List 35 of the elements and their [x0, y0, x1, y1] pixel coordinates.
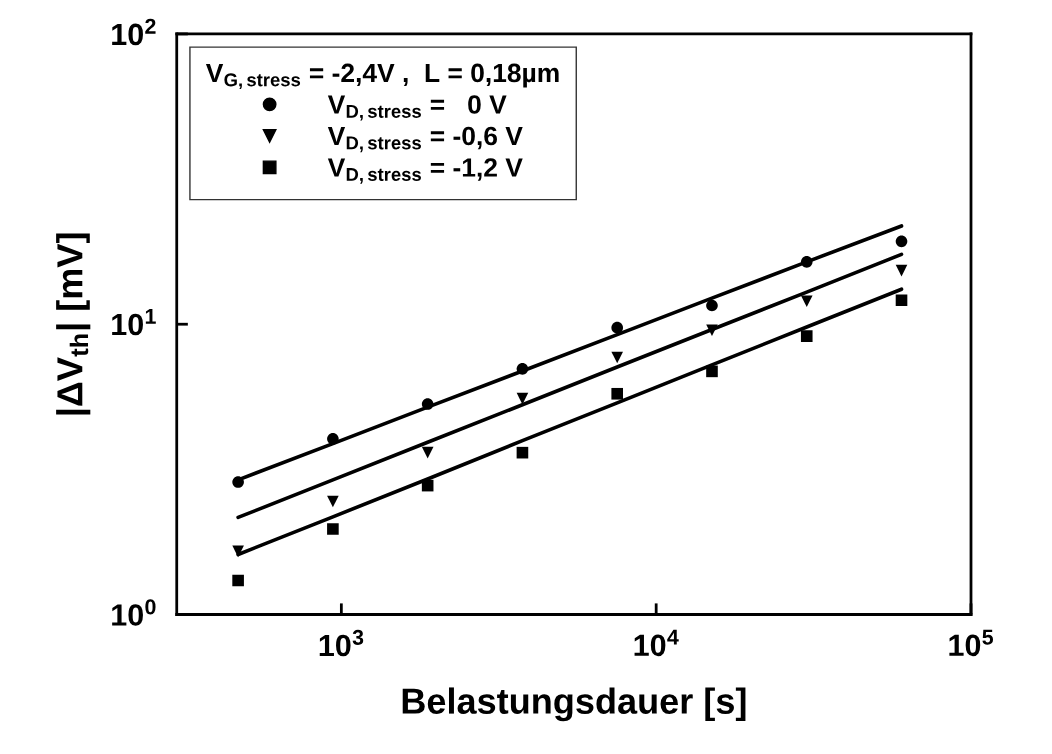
legend-label: V$_{D,stress}$ = -0,6 V: [327, 126, 523, 153]
point: [611, 321, 624, 334]
point: [327, 432, 339, 445]
line-series: [236, 252, 904, 520]
point: [800, 256, 813, 268]
legend-label: V$_{D,stress}$ = 0 V: [327, 95, 507, 121]
point: [421, 398, 434, 410]
point: [800, 330, 813, 342]
legend-label: V$_{D,stress}$ = -1,2 V: [327, 158, 523, 184]
x-tick-label: 10$^{5}$: [949, 629, 994, 657]
point: [327, 523, 339, 535]
point: [421, 479, 434, 492]
y-tick-label: 10$^{1}$: [112, 309, 156, 336]
point: [895, 294, 908, 306]
point: [327, 495, 339, 508]
y-tick-label: 10$^{2}$: [112, 18, 156, 46]
point: [516, 363, 529, 375]
point: [611, 387, 624, 400]
point: [895, 235, 908, 248]
y-axis-title: |ΔV$_{th}$| [mV]: [56, 233, 91, 415]
x-tick-label: 10$^{3}$: [319, 629, 364, 657]
point: [232, 574, 244, 587]
point: [706, 324, 718, 337]
point: [706, 365, 718, 378]
point: [611, 351, 624, 364]
point: [800, 295, 813, 308]
point: [516, 446, 529, 459]
legend-title: V$_{G,stress}$ = -2,4V , L = 0,18µm: [205, 63, 559, 90]
x-tick-label: 10$^{4}$: [634, 629, 679, 657]
y-tick-label: 10$^{0}$: [112, 599, 156, 626]
x-axis-title: Belastungsdauer [s]: [402, 687, 746, 722]
point: [421, 446, 434, 459]
point: [895, 264, 908, 277]
point: [706, 299, 718, 312]
point: [232, 476, 244, 488]
